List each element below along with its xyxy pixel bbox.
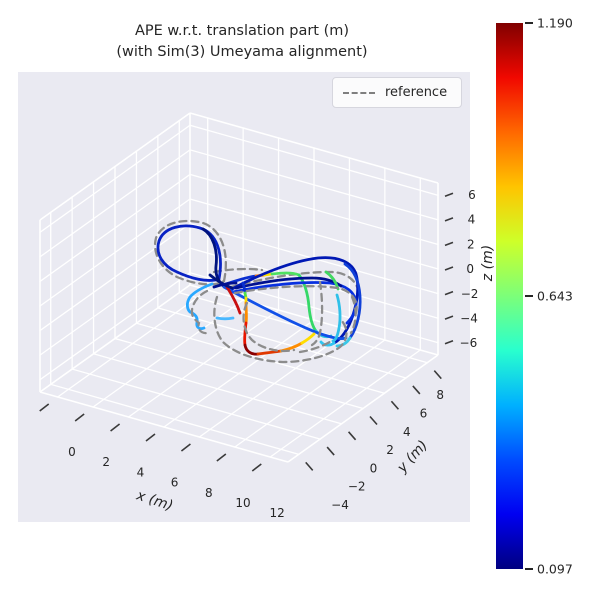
x-tick-label: 2	[102, 455, 110, 469]
y-tick-label: −4	[331, 498, 349, 512]
chart-title-line1: APE w.r.t. translation part (m)	[134, 23, 350, 39]
colorbar-tick-mark	[525, 568, 533, 570]
z-tick-label: 0	[466, 262, 474, 276]
colorbar-tick-label: 0.097	[537, 561, 573, 577]
z-axis-label: z (m)	[480, 245, 496, 282]
x-tick-label: 0	[68, 445, 76, 459]
y-tick-label: 6	[420, 407, 428, 421]
colorbar-tick-label: 1.190	[537, 15, 573, 31]
y-tick-label: 0	[370, 461, 378, 475]
colorbar-tick-label: 0.643	[537, 288, 573, 304]
x-tick-label: 12	[270, 506, 285, 520]
colorbar-tick-mark	[525, 22, 533, 24]
x-tick-label: 10	[235, 496, 250, 510]
x-tick-label: 6	[171, 476, 179, 490]
z-tick-label: 2	[467, 237, 475, 251]
z-tick-label: −4	[460, 312, 478, 326]
z-tick-label: 4	[468, 213, 476, 227]
z-tick-label: −6	[460, 336, 478, 350]
y-tick-label: 8	[436, 388, 444, 402]
x-tick-label: 8	[205, 486, 213, 500]
legend: reference	[332, 77, 462, 108]
estimate-trajectory	[156, 224, 362, 356]
y-tick-label: −2	[348, 480, 366, 494]
chart-title: APE w.r.t. translation part (m) (with Si…	[0, 21, 484, 63]
legend-reference-line-sample	[343, 91, 375, 94]
y-tick-label: 2	[386, 443, 394, 457]
colorbar	[496, 23, 523, 569]
colorbar-tick-mark	[525, 295, 533, 298]
tick-marks	[39, 192, 454, 472]
chart-title-line2: (with Sim(3) Umeyama alignment)	[116, 44, 368, 60]
z-tick-label: 6	[468, 188, 476, 202]
y-tick-label: 4	[403, 425, 411, 439]
z-tick-label: −2	[461, 287, 479, 301]
legend-reference-label: reference	[385, 85, 448, 100]
reference-trajectory-front	[190, 280, 358, 364]
x-tick-label: 4	[137, 465, 145, 479]
